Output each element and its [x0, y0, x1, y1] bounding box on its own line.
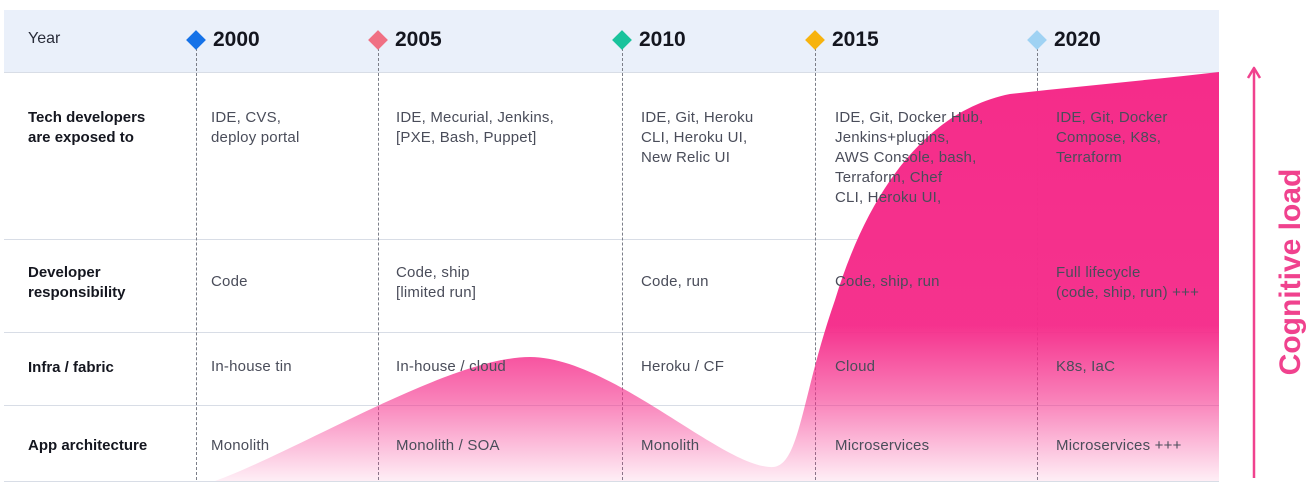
row-label-developer-responsibility: Developer responsibility [28, 264, 126, 301]
cell-resp-2020: Full lifecycle (code, ship, run) +++ [1056, 264, 1200, 301]
year-label: 2000 [213, 28, 260, 51]
cell-arch-2015: Microservices [835, 437, 930, 454]
row-divider [4, 239, 1219, 240]
cell-infra-2010: Heroku / CF [641, 358, 725, 375]
year-label: 2005 [395, 28, 442, 51]
year-marker-2000: 2000 [186, 26, 260, 54]
cell-infra-2000: In-house tin [211, 358, 292, 375]
cell-tech-2005: IDE, Mecurial, Jenkins, [PXE, Bash, Pupp… [396, 109, 554, 146]
cell-tech-2020: IDE, Git, Docker Compose, K8s, Terraform [1056, 109, 1168, 166]
row-divider [4, 332, 1219, 333]
year-line-2010 [622, 48, 623, 480]
cell-infra-2020: K8s, IaC [1056, 358, 1116, 375]
cell-arch-2020: Microservices +++ [1056, 437, 1182, 454]
year-marker-2020: 2020 [1027, 26, 1101, 54]
row-divider [4, 72, 1219, 73]
year-line-2000 [196, 48, 197, 480]
cell-arch-2010: Monolith [641, 437, 700, 454]
row-label-infra-fabric: Infra / fabric [28, 359, 114, 376]
year-marker-2015: 2015 [805, 26, 879, 54]
year-marker-2005: 2005 [368, 26, 442, 54]
cell-infra-2005: In-house / cloud [396, 358, 506, 375]
up-arrow-icon [1246, 66, 1262, 478]
row-label-app-architecture: App architecture [28, 437, 148, 454]
cell-tech-2000: IDE, CVS, deploy portal [211, 109, 300, 146]
cell-tech-2015: IDE, Git, Docker Hub, Jenkins+plugins, A… [835, 109, 984, 206]
diamond-icon [368, 30, 388, 50]
header-band [4, 10, 1219, 72]
row-divider [4, 481, 1219, 482]
cell-arch-2000: Monolith [211, 437, 270, 454]
cell-resp-2005: Code, ship [limited run] [396, 264, 477, 301]
diamond-icon [1027, 30, 1047, 50]
year-label: 2010 [639, 28, 686, 51]
cell-resp-2000: Code [211, 273, 248, 290]
row-label-tech-exposure: Tech developers are exposed to [28, 109, 146, 146]
cognitive-load-area [215, 72, 1219, 481]
cell-infra-2015: Cloud [835, 358, 876, 375]
diamond-icon [612, 30, 632, 50]
diamond-icon [805, 30, 825, 50]
year-label: 2015 [832, 28, 879, 51]
year-marker-2010: 2010 [612, 26, 686, 54]
cell-arch-2005: Monolith / SOA [396, 437, 500, 454]
cell-resp-2015: Code, ship, run [835, 273, 940, 290]
year-line-2005 [378, 48, 379, 480]
cell-tech-2010: IDE, Git, Heroku CLI, Heroku UI, New Rel… [641, 109, 754, 166]
diamond-icon [186, 30, 206, 50]
year-line-2015 [815, 48, 816, 480]
cell-resp-2010: Code, run [641, 273, 709, 290]
cognitive-load-label: Cognitive load [1274, 168, 1307, 376]
year-label: 2020 [1054, 28, 1101, 51]
year-column-label: Year [28, 30, 61, 47]
